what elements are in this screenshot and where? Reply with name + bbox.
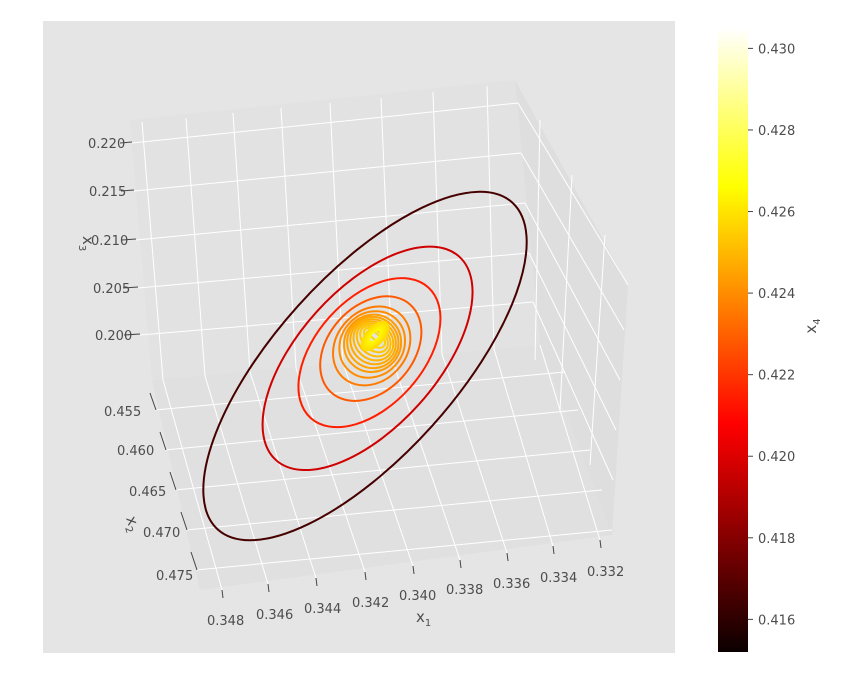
back-pane (130, 80, 540, 380)
contour-ring (319, 295, 423, 402)
z-axis-title: x3 (76, 236, 97, 251)
y-tick-label: 0.460 (117, 444, 154, 459)
colorbar-tick-label: 0.426 (758, 206, 795, 221)
colorbar (718, 28, 748, 652)
y-tick-labels: 0.455 0.460 0.465 0.470 0.475 (104, 405, 193, 584)
x-axis-title: x1 (416, 608, 431, 629)
colorbar-title: x4 (802, 318, 823, 333)
colorbar-tick-label: 0.418 (758, 532, 795, 547)
x-tick-label: 0.346 (256, 608, 293, 623)
contour-ring (338, 310, 407, 379)
x-tick-label: 0.332 (587, 565, 624, 580)
z-tick-label: 0.205 (93, 282, 130, 297)
x-tick-label: 0.344 (304, 602, 341, 617)
colorbar-tick-label: 0.424 (758, 287, 795, 302)
x-tick-label: 0.348 (207, 614, 244, 629)
x-tick-labels: 0.348 0.346 0.344 0.342 0.340 0.338 0.33… (207, 565, 624, 629)
z-tick-label: 0.215 (89, 185, 126, 200)
z-tick-label: 0.200 (95, 329, 132, 344)
colorbar-tick-label: 0.420 (758, 450, 795, 465)
colorbar-ticks: 0.430 0.428 0.426 0.424 0.422 0.420 0.418 0.416 (748, 42, 795, 628)
y-tick-label: 0.475 (156, 569, 193, 584)
x-tick-label: 0.338 (446, 583, 483, 598)
z-tick-label: 0.210 (91, 234, 128, 249)
contour-ring (297, 277, 442, 429)
x-tick-label: 0.334 (540, 571, 577, 586)
x-tick-label: 0.342 (352, 596, 389, 611)
z-tick-label: 0.220 (88, 137, 125, 152)
contour-rings (202, 190, 528, 542)
contour-ring (261, 245, 474, 472)
contour-ring (346, 315, 400, 370)
contour-ring (202, 190, 528, 542)
colorbar-tick-label: 0.422 (758, 369, 795, 384)
colorbar-tick-label: 0.428 (758, 124, 795, 139)
y-tick-label: 0.455 (104, 405, 141, 420)
x-tick-label: 0.336 (493, 577, 530, 592)
floor-pane (152, 345, 612, 590)
colorbar-tick-label: 0.416 (758, 613, 795, 628)
tick-marks (119, 141, 602, 599)
contour-ring (332, 305, 412, 387)
y-tick-label: 0.470 (143, 526, 180, 541)
right-pane (515, 80, 628, 535)
x-tick-label: 0.340 (399, 589, 436, 604)
y-tick-label: 0.465 (129, 485, 166, 500)
contour-ring (343, 313, 403, 373)
contour-ring-inner (360, 320, 390, 352)
z-tick-labels: 0.220 0.215 0.210 0.205 0.200 (88, 137, 132, 344)
colorbar-tick-label: 0.430 (758, 42, 795, 57)
